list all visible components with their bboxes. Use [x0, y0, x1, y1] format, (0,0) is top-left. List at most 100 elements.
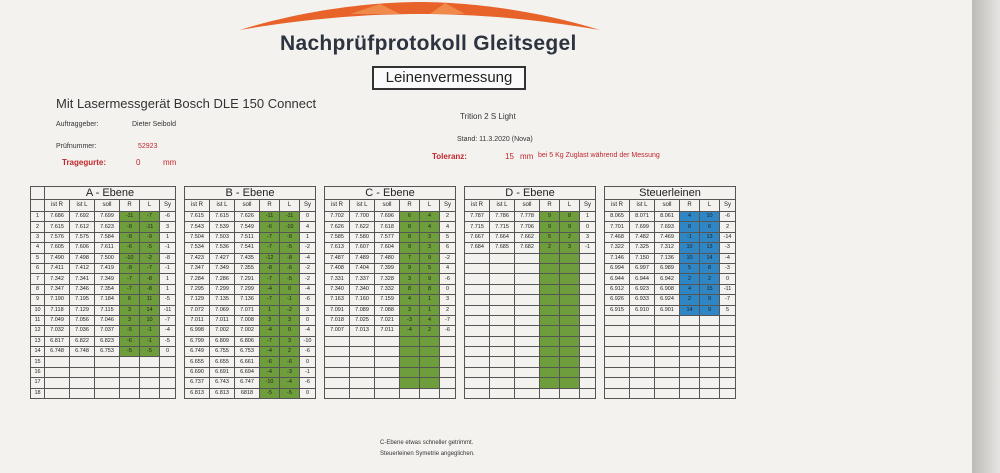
cell-s-sy — [719, 356, 736, 368]
cell-a-r — [119, 366, 140, 379]
cell-s-sy — [719, 387, 736, 400]
cell-a-r — [119, 356, 140, 368]
cell-b-ist_l: 6.655 — [209, 356, 235, 368]
row-number: 2 — [30, 221, 45, 233]
cell-d-sy — [579, 283, 596, 296]
gap-cell — [176, 367, 185, 377]
cell-d-sy — [579, 304, 596, 316]
cell-b-ist_l: 6.813 — [209, 387, 235, 400]
gap-cell — [316, 388, 325, 398]
cell-d-r: 5 — [539, 231, 560, 244]
cell-d-r: 9 — [539, 210, 560, 223]
cell-d-ist_l — [489, 325, 515, 337]
cell-a-soll: 7.584 — [94, 231, 120, 244]
cell-b-l: 3 — [279, 314, 300, 327]
cell-a-ist_r: 7.049 — [44, 314, 70, 327]
cell-s-sy — [719, 314, 736, 327]
cell-a-l: -2 — [139, 252, 160, 264]
cell-s-l: 13 — [699, 242, 720, 254]
cell-c-ist_r: 7.007 — [324, 325, 350, 337]
cell-b-ist_r: 6.737 — [184, 377, 210, 389]
gap-cell — [176, 295, 185, 305]
cell-b-ist_r: 6.749 — [184, 346, 210, 358]
cell-a-ist_l: 7.056 — [69, 314, 95, 327]
row-number: 5 — [30, 252, 45, 264]
cell-s-r: 5 — [679, 262, 700, 275]
cell-c-soll: 7.399 — [374, 262, 400, 275]
cell-b-ist_r: 7.615 — [184, 210, 210, 223]
cell-c-sy: 2 — [439, 210, 456, 223]
cell-s-sy: -14 — [719, 231, 736, 244]
cell-b-r: -4 — [259, 346, 280, 358]
column-header-ist_r: ist R — [604, 199, 630, 212]
gap-cell — [456, 347, 465, 357]
gap-cell — [316, 326, 325, 336]
cell-d-r — [539, 346, 560, 358]
cell-d-l — [559, 273, 580, 285]
cell-b-l: -10 — [279, 221, 300, 233]
cell-a-r: 3 — [119, 304, 140, 316]
cell-d-sy — [579, 294, 596, 306]
cell-b-ist_l: 7.069 — [209, 304, 235, 316]
cell-b-r: -4 — [259, 283, 280, 296]
gap-cell — [596, 326, 605, 336]
cell-c-ist_r: 7.018 — [324, 314, 350, 327]
cell-d-ist_r — [464, 356, 490, 368]
gap-cell — [456, 284, 465, 294]
table-row: 8 7.347 7.346 7.354 -7 -8 1 7.295 7.299 7.299 -4 0-… — [30, 283, 736, 296]
gap-cell — [456, 232, 465, 242]
cell-d-r — [539, 325, 560, 337]
cell-c-r: -3 — [399, 314, 420, 327]
background-surface — [972, 0, 1000, 473]
cell-b-l: -1 — [279, 294, 300, 306]
gap-cell — [456, 315, 465, 325]
cell-s-l — [699, 346, 720, 358]
cell-b-sy: 3 — [299, 304, 316, 316]
gap-cell — [176, 212, 185, 222]
cell-s-soll — [654, 377, 680, 389]
gap-cell — [596, 284, 605, 294]
cell-b-r: -7 — [259, 242, 280, 254]
cell-c-sy — [439, 335, 456, 348]
cell-b-ist_l: 7.427 — [209, 252, 235, 264]
cell-a-sy: 1 — [159, 273, 176, 285]
cell-a-l: -5 — [139, 242, 160, 254]
device-subtitle: Mit Lasermessgerät Bosch DLE 150 Connect — [56, 96, 317, 111]
cell-c-ist_r — [324, 377, 350, 389]
section-title-s: Steuerleinen — [604, 186, 736, 200]
cell-d-ist_l — [489, 314, 515, 327]
cell-a-ist_l: 7.412 — [69, 262, 95, 275]
cell-a-sy: -8 — [159, 252, 176, 264]
cell-s-l: 13 — [699, 231, 720, 244]
cell-b-ist_r: 7.284 — [184, 273, 210, 285]
cell-s-sy — [719, 377, 736, 389]
cell-a-sy — [159, 366, 176, 379]
column-header-sy: Sy — [579, 199, 596, 212]
cell-b-l: -11 — [279, 210, 300, 223]
cell-s-r: -1 — [679, 231, 700, 244]
cell-s-ist_l: 6.933 — [629, 294, 655, 306]
cell-a-ist_l: 7.129 — [69, 304, 95, 316]
cell-s-ist_r — [604, 335, 630, 348]
cell-b-soll: 7.355 — [234, 262, 260, 275]
cell-a-sy: -1 — [159, 262, 176, 275]
cell-b-r: 3 — [259, 314, 280, 327]
table-row: 4 7.605 7.606 7.611 -6 -5 -1 7.534 7.536 7.541 -7-… — [30, 242, 736, 254]
cell-c-ist_l — [349, 356, 375, 368]
cell-s-ist_r: 7.468 — [604, 231, 630, 244]
cell-b-l: 0 — [279, 325, 300, 337]
cell-c-l: 9 — [419, 252, 440, 264]
cell-d-r — [539, 387, 560, 400]
table-row: 14 6.748 6.748 6.753 -5 -5 0 6.749 6.755 6.753 -4 2… — [30, 346, 736, 358]
cell-c-l — [419, 377, 440, 389]
table-row: 18 6.813 6.813 6818 -5 -5 0 — [30, 387, 736, 400]
cell-c-l: 4 — [419, 314, 440, 327]
cell-b-r: -6 — [259, 221, 280, 233]
cell-c-l: 1 — [419, 294, 440, 306]
cell-d-r — [539, 262, 560, 275]
column-header-r: R — [119, 199, 140, 212]
cell-a-sy: -6 — [159, 210, 176, 223]
cell-d-ist_r — [464, 273, 490, 285]
cell-s-sy — [719, 325, 736, 337]
cell-a-ist_l: 7.195 — [69, 294, 95, 306]
